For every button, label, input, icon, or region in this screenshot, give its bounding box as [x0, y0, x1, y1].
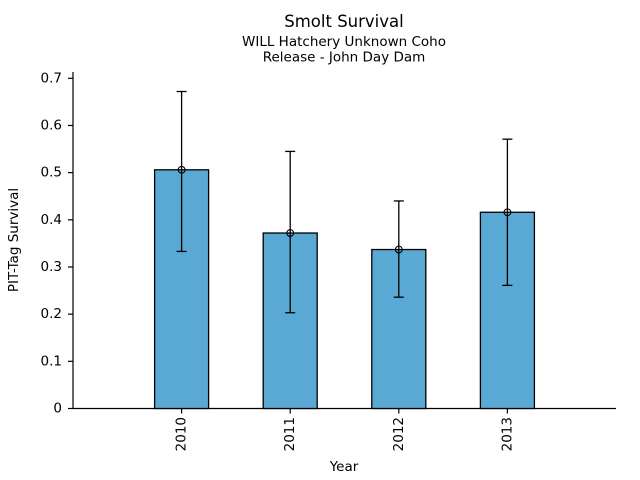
data-point-marker-2011 [286, 229, 295, 237]
y-tick-label-0.1: 0.1 [41, 353, 62, 369]
x-tick-label-2011: 2011 [282, 417, 298, 451]
y-tick-label-0.7: 0.7 [41, 70, 62, 86]
y-axis-label: PIT-Tag Survival [6, 188, 22, 292]
y-tick-label-0.5: 0.5 [41, 165, 62, 181]
y-tick-label-0.3: 0.3 [41, 259, 62, 275]
y-tick-label-0: 0 [53, 401, 62, 417]
x-axis-label: Year [329, 459, 359, 475]
x-tick-label-2013: 2013 [499, 417, 515, 451]
y-tick-label-0.4: 0.4 [41, 212, 62, 228]
y-tick-label-0.2: 0.2 [41, 306, 62, 322]
y-tick-label-0.6: 0.6 [41, 117, 62, 133]
chart-subtitle-line2: Release - John Day Dam [263, 50, 426, 66]
x-tick-label-2012: 2012 [391, 417, 407, 451]
x-tick-label-2010: 2010 [174, 417, 190, 451]
chart-subtitle-line1: WILL Hatchery Unknown Coho [242, 34, 446, 50]
data-point-marker-2012 [394, 245, 403, 254]
data-point-marker-2010 [177, 165, 186, 174]
data-point-marker-2013 [503, 208, 512, 217]
chart-title: Smolt Survival [284, 12, 403, 31]
plot-area: 0 0.1 0.2 0.3 0.4 0.5 0.6 0.7 2010 2011 2012 2013 [41, 70, 616, 451]
